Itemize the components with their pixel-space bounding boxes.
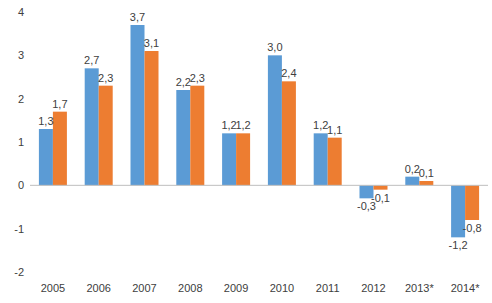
bar: [374, 185, 388, 189]
y-tick-label: -1: [14, 223, 24, 235]
bar: [145, 51, 159, 185]
bar: [39, 129, 53, 185]
x-tick-label: 2010: [270, 282, 294, 294]
x-tick-label: 2005: [41, 282, 65, 294]
bar: [85, 68, 99, 185]
y-tick-label: 1: [18, 136, 24, 148]
bar: [176, 90, 190, 185]
bar: [419, 181, 433, 185]
bar: [314, 133, 328, 185]
x-tick-label: 2008: [178, 282, 202, 294]
bar: [53, 112, 67, 186]
chart: -2-1012341,32,73,72,21,23,01,2-0,30,2-1,…: [0, 0, 492, 303]
data-label: 3,0: [267, 41, 282, 53]
y-tick-label: -2: [14, 266, 24, 278]
bar: [328, 138, 342, 186]
data-label: -0,1: [371, 192, 390, 204]
x-axis-line: [30, 185, 488, 186]
data-label: 3,1: [144, 37, 159, 49]
bar: [282, 81, 296, 185]
bar: [465, 185, 479, 220]
bar: [268, 55, 282, 185]
x-tick-label: 2006: [86, 282, 110, 294]
bars: [39, 25, 479, 237]
y-tick-label: 2: [18, 93, 24, 105]
data-label: 3,7: [130, 11, 145, 23]
data-label: 2,2: [176, 76, 191, 88]
y-tick-label: 3: [18, 49, 24, 61]
x-tick-label: 2009: [224, 282, 248, 294]
data-label: -1,2: [449, 239, 468, 251]
data-label: 2,3: [98, 72, 113, 84]
bar: [236, 133, 250, 185]
data-label: 1,2: [313, 119, 328, 131]
data-label: 1,3: [38, 115, 53, 127]
bar: [99, 86, 113, 186]
data-label: 0,2: [405, 163, 420, 175]
data-label: 0,1: [419, 167, 434, 179]
x-tick-label: 2011: [316, 282, 340, 294]
x-tick-label: 2012: [361, 282, 385, 294]
bar: [190, 86, 204, 186]
x-tick-label: 2007: [132, 282, 156, 294]
data-label: 2,4: [281, 67, 296, 79]
data-label: 2,3: [190, 72, 205, 84]
y-tick-label: 4: [18, 6, 24, 18]
x-tick-label: 2013*: [405, 282, 434, 294]
bar: [405, 177, 419, 186]
data-label: 1,1: [327, 124, 342, 136]
data-label: -0,8: [463, 222, 482, 234]
data-label: 1,7: [52, 98, 67, 110]
bar: [131, 25, 145, 185]
y-tick-label: 0: [18, 179, 24, 191]
x-tick-label: 2014*: [451, 282, 480, 294]
data-label: 2,7: [84, 54, 99, 66]
bar: [222, 133, 236, 185]
data-label: 1,2: [235, 119, 250, 131]
